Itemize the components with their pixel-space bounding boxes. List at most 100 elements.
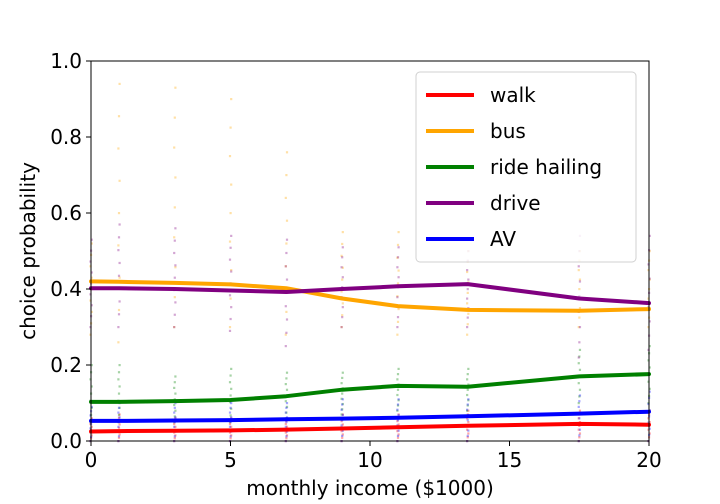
scatter-point-AV (578, 400, 581, 403)
scatter-point-bus (230, 269, 233, 272)
scatter-point-walk (228, 431, 232, 434)
scatter-point-ride-hailing (340, 382, 343, 385)
scatter-point-ride-hailing (578, 348, 582, 351)
scatter-point-ride-hailing (228, 381, 232, 384)
scatter-point-ride-hailing (396, 404, 400, 407)
scatter-point-ride-hailing (396, 373, 400, 376)
y-tick-label: 0.8 (50, 125, 82, 149)
scatter-point-ride-hailing (230, 387, 233, 390)
legend-label-ride-hailing: ride hailing (490, 155, 602, 179)
scatter-point-bus (397, 231, 400, 234)
scatter-point-drive (173, 326, 176, 329)
scatter-point-drive (340, 266, 343, 269)
legend-label-walk: walk (490, 83, 536, 107)
scatter-point-walk (466, 436, 469, 439)
scatter-point-drive (466, 316, 469, 319)
scatter-point-AV (577, 405, 580, 408)
scatter-point-AV (467, 398, 470, 401)
scatter-point-ride-hailing (229, 394, 232, 397)
scatter-point-bus (396, 320, 400, 323)
scatter-point-ride-hailing (173, 381, 176, 384)
scatter-point-bus (173, 206, 176, 209)
scatter-point-drive (90, 238, 93, 241)
scatter-point-AV (467, 429, 470, 432)
scatter-point-drive (648, 320, 651, 323)
scatter-point-bus (396, 333, 399, 336)
y-axis-label: choice probability (16, 162, 40, 340)
legend-box (415, 71, 637, 263)
scatter-point-walk (467, 421, 470, 424)
scatter-point-walk (173, 437, 176, 440)
scatter-point-drive (340, 326, 343, 329)
scatter-point-ride-hailing (118, 406, 121, 409)
scatter-point-AV (174, 416, 177, 419)
scatter-point-drive (285, 251, 288, 255)
scatter-point-drive (90, 271, 93, 274)
scatter-point-bus (577, 269, 580, 272)
scatter-point-bus (118, 276, 121, 279)
scatter-point-drive (118, 261, 121, 265)
scatter-point-walk (397, 433, 400, 436)
scatter-point-AV (230, 416, 233, 419)
scatter-point-walk (118, 413, 121, 416)
scatter-point-walk (578, 432, 582, 435)
scatter-point-drive (466, 297, 469, 300)
scatter-point-ride-hailing (173, 415, 176, 418)
scatter-point-drive (285, 318, 289, 321)
scatter-point-ride-hailing (578, 368, 582, 371)
x-tick-label: 0 (85, 448, 98, 472)
scatter-point-ride-hailing (284, 400, 287, 403)
scatter-point-walk (396, 430, 399, 433)
scatter-point-bus (466, 302, 469, 305)
x-axis-label: monthly income ($1000) (246, 476, 494, 500)
scatter-point-drive (117, 274, 121, 277)
scatter-point-bus (285, 310, 288, 313)
scatter-point-bus (285, 219, 289, 222)
scatter-point-AV (341, 429, 344, 432)
scatter-point-ride-hailing (467, 367, 470, 370)
scatter-point-walk (578, 436, 581, 439)
lines-layer (89, 279, 651, 434)
scatter-point-AV (285, 406, 288, 409)
scatter-point-AV (466, 419, 469, 422)
scatter-point-ride-hailing (577, 402, 580, 405)
scatter-point-ride-hailing (396, 378, 399, 381)
scatter-point-walk (284, 431, 287, 434)
scatter-point-walk (174, 434, 177, 437)
scatter-point-walk (397, 413, 400, 416)
scatter-point-bus (229, 126, 232, 129)
scatter-point-drive (648, 234, 651, 237)
scatter-point-ride-hailing (341, 408, 344, 411)
scatter-point-bus (228, 326, 232, 329)
scatter-point-bus (341, 266, 344, 269)
scatter-point-ride-hailing (466, 393, 469, 397)
scatter-point-AV (340, 408, 343, 411)
scatter-point-walk (340, 420, 343, 423)
scatter-point-bus (285, 242, 288, 245)
scatter-point-drive (229, 246, 232, 249)
scatter-point-ride-hailing (229, 374, 232, 377)
scatter-point-bus (229, 297, 232, 300)
scatter-point-drive (174, 301, 177, 304)
series-line-AV (89, 409, 651, 423)
scatter-point-bus (341, 278, 344, 281)
scatter-point-ride-hailing (118, 364, 121, 367)
scatter-point-walk (340, 430, 343, 433)
scatter-point-walk (229, 437, 232, 440)
scatter-point-AV (341, 413, 344, 417)
scatter-point-drive (396, 266, 399, 269)
scatter-point-drive (397, 276, 400, 279)
scatter-point-bus (341, 231, 344, 234)
scatter-point-bus (117, 212, 121, 215)
scatter-point-bus (396, 256, 399, 259)
scatter-point-AV (466, 403, 469, 406)
scatter-point-AV (230, 402, 233, 405)
scatter-point-AV (341, 403, 344, 406)
scatter-point-AV (578, 394, 582, 397)
scatter-point-drive (174, 227, 177, 230)
scatter-point-ride-hailing (397, 399, 400, 402)
scatter-point-bus (648, 278, 651, 281)
scatter-point-drive (173, 239, 176, 242)
scatter-point-bus (285, 174, 288, 177)
scatter-point-bus (174, 86, 177, 89)
